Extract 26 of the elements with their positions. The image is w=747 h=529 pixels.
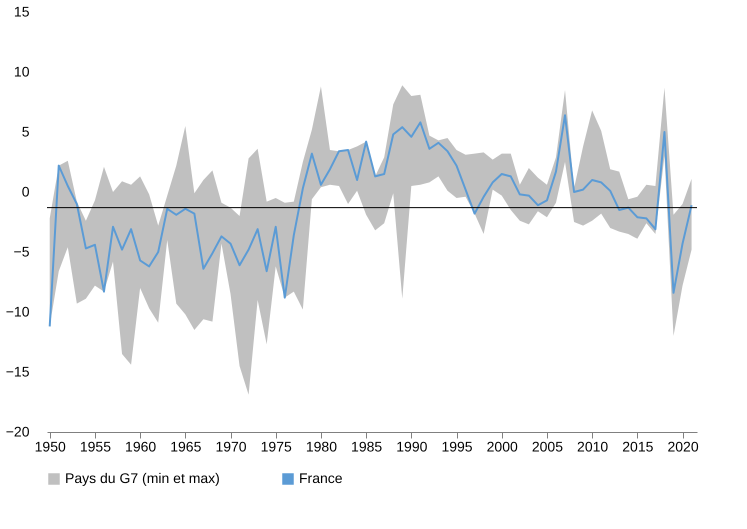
x-tick-label: 2020 — [667, 438, 699, 454]
x-tick-label: 1965 — [170, 438, 202, 454]
legend-label: France — [299, 470, 343, 486]
y-tick-label: 10 — [14, 64, 30, 80]
x-tick-label: 2005 — [532, 438, 564, 454]
y-tick-label: −5 — [14, 244, 30, 260]
x-tick-label: 1950 — [34, 438, 66, 454]
x-tick-label: 1980 — [306, 438, 338, 454]
x-tick-label: 1960 — [125, 438, 156, 454]
line-series — [48, 114, 693, 328]
text: Pays du G7 (min et max) — [65, 470, 220, 486]
x-tick-label: 1995 — [441, 438, 473, 454]
x-tick-label: 1970 — [215, 438, 247, 454]
x-tick-label: 2000 — [486, 438, 518, 454]
x-tick-label: 1990 — [396, 438, 428, 454]
y-tick-label: 5 — [22, 124, 30, 140]
x-tick-label: 2015 — [622, 438, 654, 454]
x-tick-label: 2010 — [577, 438, 608, 454]
y-tick-label: −15 — [6, 364, 30, 380]
y-tick-label: −10 — [6, 304, 30, 320]
x-tick-label: 1985 — [351, 438, 382, 454]
y-tick-label: 15 — [14, 4, 30, 20]
y-tick-label: 0 — [22, 184, 30, 200]
y-tick-label: −20 — [6, 424, 30, 440]
x-tick-label: 1955 — [80, 438, 112, 454]
x-tick-label: 1975 — [260, 438, 292, 454]
